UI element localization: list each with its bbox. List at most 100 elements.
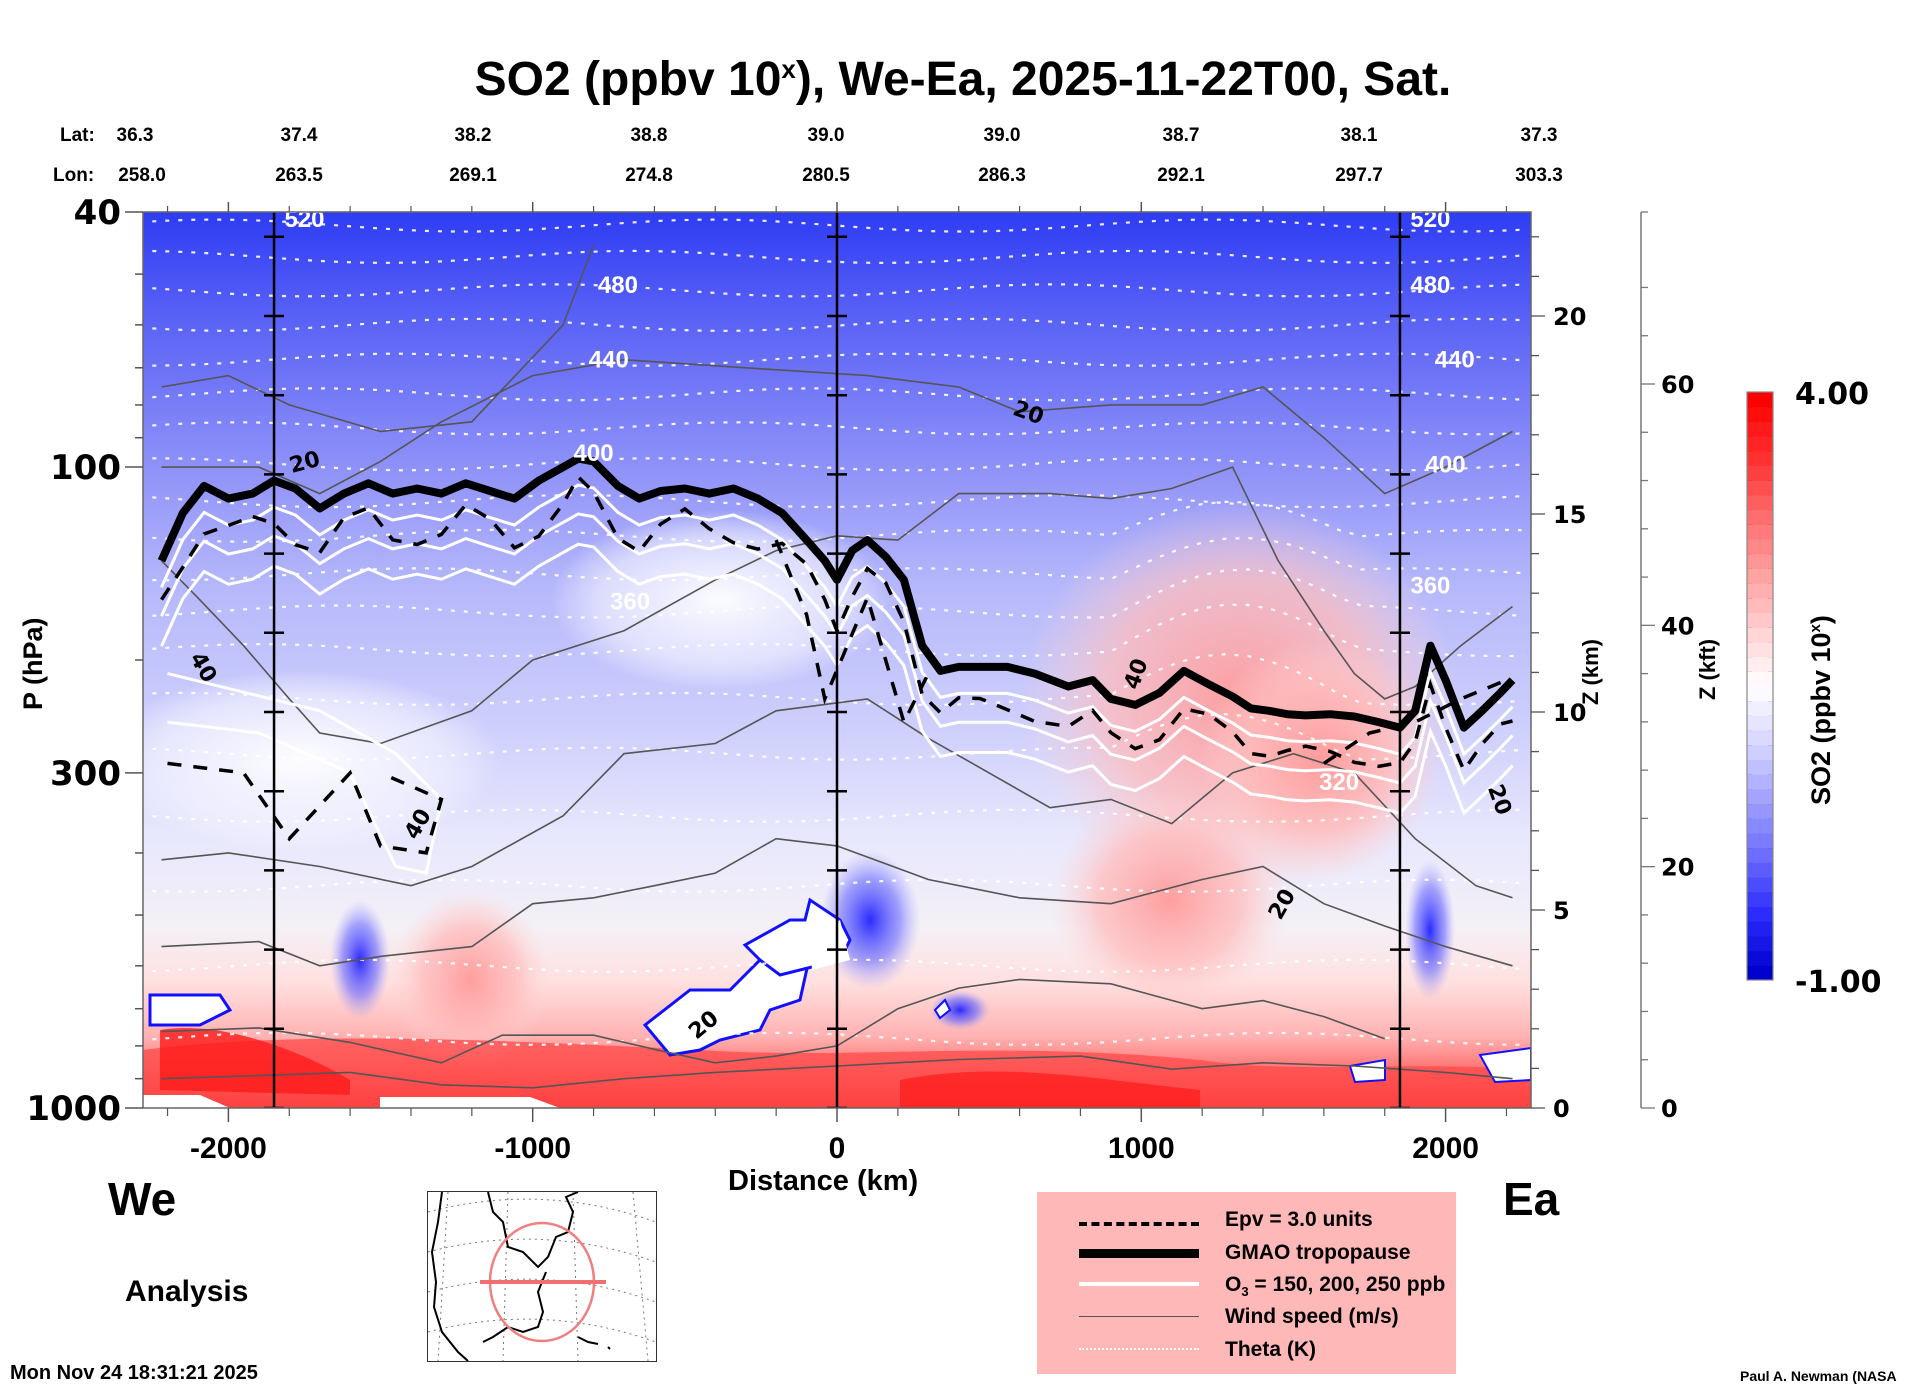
legend-o3-label: O3 = 150, 200, 250 ppb: [1225, 1273, 1445, 1299]
colorbar-segment: [1747, 421, 1773, 437]
colorbar-segment: [1747, 774, 1773, 790]
theta-label: 440: [1435, 347, 1475, 374]
colorbar-segment: [1747, 906, 1773, 922]
epv-contour: [160, 474, 1513, 775]
colorbar-segment: [1747, 862, 1773, 878]
lat-value: 39.0: [807, 125, 845, 146]
ozone-contours: [160, 483, 1514, 875]
colorbar-segment: [1747, 392, 1773, 408]
wind-contour: [160, 466, 1513, 745]
so2-surface-max: [160, 1028, 350, 1095]
legend-tropopause-label: GMAO tropopause: [1225, 1241, 1411, 1264]
ozone-contour: [160, 483, 1514, 757]
lat-label: Lat:: [60, 125, 95, 146]
so2-low-region-3: [1405, 860, 1455, 1000]
wind-contour: [161, 244, 595, 433]
colorbar-segment: [1747, 583, 1773, 599]
theta-label: 440: [589, 347, 629, 374]
lon-value: 292.1: [1157, 165, 1205, 186]
colorbar-segment: [1747, 436, 1773, 452]
lat-value: 38.1: [1340, 125, 1378, 146]
surface-mask-2: [380, 1097, 560, 1108]
timestamp: Mon Nov 24 18:31:21 2025: [10, 1362, 258, 1384]
lon-value: 297.7: [1335, 165, 1383, 186]
z-km-tick-label: 20: [1553, 303, 1586, 331]
colorbar-segment: [1747, 847, 1773, 863]
colorbar-segment: [1747, 891, 1773, 907]
z-kft-tick-label: 40: [1661, 612, 1694, 640]
colorbar-segment: [1747, 965, 1773, 981]
legend-o3-prefix: O: [1225, 1273, 1242, 1296]
legend-epv-label: Epv = 3.0 units: [1225, 1208, 1373, 1231]
masked-region-6: [1348, 1058, 1386, 1084]
colorbar-segment: [1747, 627, 1773, 643]
colorbar-segment: [1747, 450, 1773, 466]
theta-label: 520: [1410, 206, 1450, 233]
colorbar-segment: [1747, 788, 1773, 805]
wind-contour: [161, 837, 1513, 967]
colorbar-segment: [1747, 406, 1773, 422]
legend-wind-label: Wind speed (m/s): [1225, 1305, 1399, 1328]
analysis-label: Analysis: [125, 1275, 249, 1308]
lon-row: 258.0 263.5 269.1 274.8 280.5 286.3 292.1 297.7…: [0, 165, 1926, 189]
epv-contour: [774, 539, 930, 727]
title-superscript: x: [781, 54, 796, 84]
legend-wind-swatch: [1079, 1316, 1199, 1317]
lon-value: 263.5: [275, 165, 323, 186]
legend-theta-label: Theta (K): [1225, 1338, 1316, 1361]
so2-high-region-lower: [1050, 790, 1290, 1010]
x-tick-label: -1000: [494, 1132, 571, 1165]
z-km-axis-label: Z (km): [1578, 639, 1603, 705]
west-label: We: [108, 1173, 177, 1225]
x-tick-label: -2000: [190, 1132, 267, 1165]
colorbar-segment: [1747, 641, 1773, 658]
axes: 40 100 300 1000 -2000 -1000 0 1000 2000 0 5 10 15 20 0…: [26, 193, 1694, 1165]
legend-tropopause-swatch: [1079, 1249, 1199, 1258]
wind-contour: [161, 978, 1385, 1064]
y-tick-label: 40: [74, 193, 121, 233]
location-map-inset: [427, 1191, 657, 1362]
y-axis-label: P (hPa): [18, 617, 48, 710]
lon-value: 286.3: [978, 165, 1026, 186]
surface-mask-1: [143, 1095, 230, 1108]
colorbar-segment: [1747, 686, 1773, 702]
colorbar-segment: [1747, 950, 1773, 966]
map-svg: [428, 1192, 656, 1361]
east-label: Ea: [1503, 1173, 1560, 1225]
author-credit: Paul A. Newman (NASA: [1740, 1368, 1897, 1384]
so2-neutral-region-west: [143, 670, 500, 850]
lon-value: 274.8: [625, 165, 673, 186]
colorbar-segment: [1747, 700, 1773, 716]
lon-value: 280.5: [802, 165, 850, 186]
z-km-tick-label: 5: [1553, 897, 1570, 925]
reference-vertical-lines: [264, 212, 1410, 1108]
colorbar-segment: [1747, 833, 1773, 849]
theta-label: 360: [1410, 572, 1450, 599]
masked-region-3b: [810, 920, 850, 970]
lon-value: 303.3: [1515, 165, 1563, 186]
z-kft-tick-label: 20: [1661, 854, 1694, 882]
x-axis-label: Distance (km): [728, 1165, 919, 1197]
colorbar-segment: [1747, 524, 1773, 540]
colorbar-max-label: 4.00: [1795, 377, 1869, 412]
colorbar-segment: [1747, 480, 1773, 496]
colorbar-segment: [1747, 656, 1773, 672]
colorbar-label-main: SO2 (ppbv 10: [1806, 632, 1836, 805]
lon-value: 258.0: [118, 165, 166, 186]
lat-value: 37.4: [280, 125, 318, 146]
colorbar-segment: [1747, 539, 1773, 555]
lat-value: 38.2: [454, 125, 492, 146]
x-tick-label: 0: [829, 1132, 846, 1165]
z-km-tick-label: 0: [1553, 1095, 1570, 1123]
theta-label: 480: [598, 272, 638, 299]
colorbar-label: SO2 (ppbv 10x): [1806, 615, 1837, 805]
legend-o3-swatch: [1079, 1282, 1199, 1286]
tropopause-line: [157, 454, 1516, 732]
theta-label: 400: [574, 440, 614, 467]
lon-label: Lon:: [53, 165, 95, 186]
colorbar-segment: [1747, 759, 1773, 775]
legend-theta-swatch: [1079, 1348, 1199, 1350]
wind-contour: [161, 358, 1513, 495]
colorbar-segment: [1747, 877, 1773, 893]
